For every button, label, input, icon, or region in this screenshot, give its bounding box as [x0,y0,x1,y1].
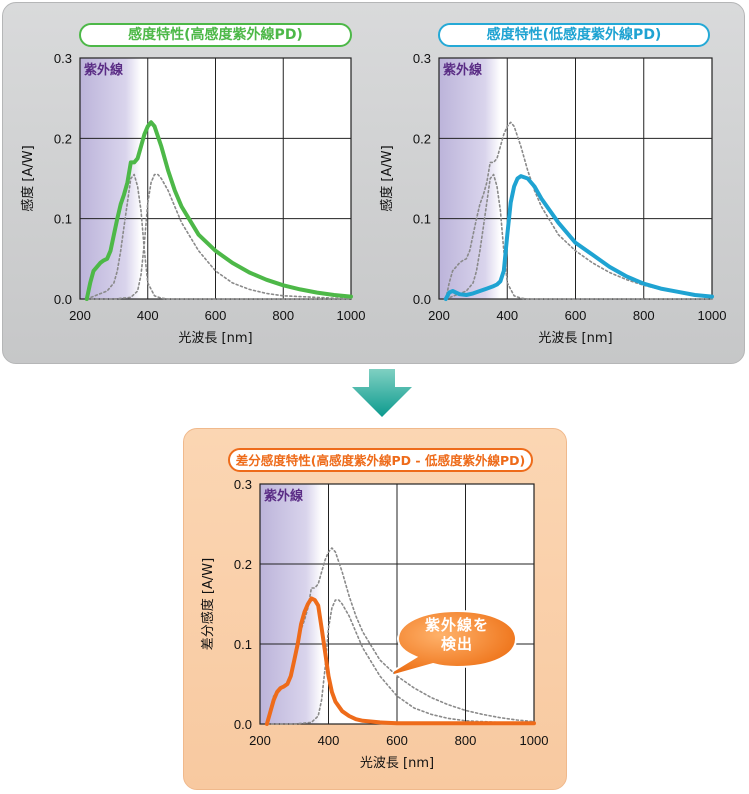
y-tick-label: 0.1 [413,212,431,227]
uv-band-label: 紫外線 [443,62,483,78]
y-tick-label: 0.3 [54,51,72,66]
callout-text: 紫外線を 検出 [394,616,520,654]
series-line-solid [84,120,353,301]
x-tick-label: 400 [318,733,340,748]
chart-title-low-sensitivity: 感度特性(低感度紫外線PD) [438,23,710,47]
x-axis-label: 光波長 [nm] [178,331,252,346]
callout-line-2: 検出 [440,635,473,653]
y-tick-label: 0.1 [234,637,252,652]
y-tick-label: 0.2 [54,131,72,146]
x-tick-label: 200 [428,308,450,323]
y-tick-label: 0.3 [234,477,252,492]
x-tick-label: 800 [633,308,655,323]
x-tick-label: 400 [496,308,518,323]
y-tick-label: 0.2 [234,557,252,572]
x-tick-label: 800 [455,733,477,748]
callout-bubble [394,609,518,677]
y-tick-label: 0.3 [413,51,431,66]
uv-band-label: 紫外線 [264,488,304,504]
y-axis-label: 感度 [A/W] [20,145,36,211]
series-line-solid [264,596,536,726]
y-tick-label: 0.1 [54,212,72,227]
x-tick-label: 200 [249,733,271,748]
x-tick-label: 400 [137,308,159,323]
series-line-solid [443,174,714,301]
x-axis-label: 光波長 [nm] [538,331,612,346]
series-line-dotted [86,173,352,300]
chart-title-high-sensitivity: 感度特性(高感度紫外線PD) [79,23,352,47]
x-tick-label: 600 [205,308,227,323]
x-tick-label: 800 [272,308,294,323]
y-axis-label: 感度 [A/W] [379,145,395,211]
y-tick-label: 0.2 [413,131,431,146]
series-line-dotted [86,173,352,300]
x-tick-label: 1000 [520,733,549,748]
x-tick-label: 1000 [698,308,727,323]
y-tick-label: 0.0 [234,717,252,732]
y-tick-label: 0.0 [413,292,431,307]
series-line-dotted [445,121,713,300]
series-line-dotted [266,599,535,725]
x-tick-label: 600 [565,308,587,323]
y-axis-label: 差分感度 [A/W] [200,558,216,650]
uv-band-label: 紫外線 [84,62,124,78]
x-tick-label: 200 [69,308,91,323]
uv-band [260,484,322,724]
callout-line-1: 紫外線を [424,616,489,634]
y-tick-label: 0.0 [54,292,72,307]
x-tick-label: 1000 [337,308,366,323]
x-axis-label: 光波長 [nm] [360,756,434,771]
chart-title-differential: 差分感度特性(高感度紫外線PD - 低感度紫外線PD) [228,448,533,472]
plot-frame [438,57,713,300]
x-tick-label: 600 [386,733,408,748]
down-arrow-icon [352,369,412,417]
